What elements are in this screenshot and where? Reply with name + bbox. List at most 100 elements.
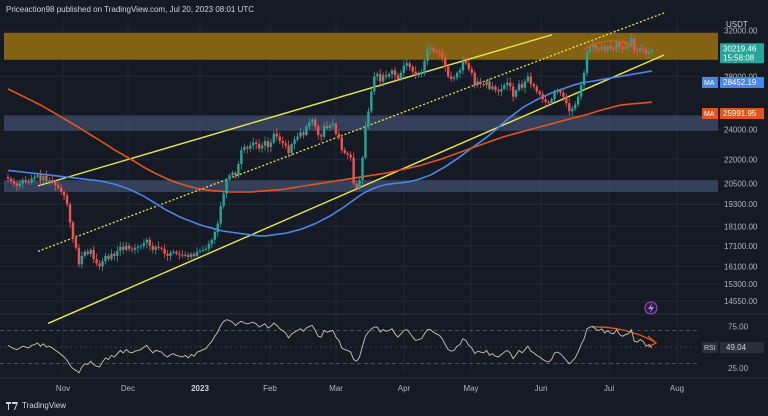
x-tick-label: May [463, 384, 478, 393]
rsi-tick-label: 75.00 [728, 322, 749, 331]
candle-body [6, 177, 10, 179]
candle-body [485, 81, 488, 86]
candle-body [257, 144, 261, 149]
currency-label: USDT [726, 20, 748, 29]
candle-body [461, 60, 465, 71]
y-tick-label: 15300.00 [724, 280, 758, 289]
candle-body [48, 180, 51, 182]
candle-body [187, 254, 190, 257]
candle-body [444, 57, 447, 67]
candle-body [618, 42, 621, 48]
y-tick-label: 18100.00 [724, 222, 758, 231]
candle-body [269, 142, 273, 148]
channel-lower-line [47, 54, 665, 325]
rsi-pane[interactable]: 75.00 25.00 RSI 49.04 [0, 319, 764, 374]
candle-body [446, 66, 450, 77]
lightning-icon [644, 301, 658, 315]
candle-body [538, 91, 541, 95]
candle-body [479, 81, 482, 84]
candle-body [127, 245, 131, 249]
candle-body [104, 255, 107, 262]
candle-body [57, 185, 60, 188]
candle-body [62, 191, 66, 196]
candle-body [169, 252, 172, 256]
candle-body [59, 187, 63, 192]
candle-body [529, 76, 533, 84]
candle-body [488, 81, 491, 89]
candle-body [222, 193, 225, 207]
candle-body [228, 175, 231, 180]
candle-body [54, 181, 57, 186]
candle-body [535, 86, 538, 92]
candle-body [517, 83, 521, 91]
annotations [582, 39, 658, 348]
candle-body [636, 50, 639, 52]
candle-body [287, 145, 290, 154]
candle-body [497, 90, 500, 92]
rsi-value-tag: RSI 49.04 [702, 341, 764, 353]
arrow-path [582, 40, 629, 51]
candle-body [213, 232, 216, 240]
candle-body [470, 69, 473, 73]
candle-body [254, 142, 258, 145]
candle-body [210, 239, 214, 244]
candle-body [458, 70, 462, 73]
brand-footer[interactable]: TradingView [6, 401, 66, 410]
candles [6, 33, 654, 272]
y-tick-label: 20500.00 [724, 180, 758, 189]
grid [0, 18, 768, 379]
candle-body [579, 85, 583, 97]
candle-body [122, 246, 125, 250]
candle-body [337, 133, 341, 138]
candle-body [148, 239, 151, 246]
candle-body [272, 133, 276, 143]
candle-body [349, 154, 352, 158]
time-axis[interactable]: Nov Dec 2023 Feb Mar Apr May Jun Jul Aug [56, 384, 684, 393]
candle-body [39, 175, 42, 181]
candle-body [526, 76, 530, 82]
attribution-header: Priceaction98 published on TradingView.c… [6, 5, 254, 14]
candle-body [166, 253, 169, 256]
candle-body [30, 178, 33, 183]
candle-body [24, 180, 27, 182]
candle-body [27, 181, 30, 183]
y-tick-label: 16100.00 [724, 262, 758, 271]
current-price-countdown: 15:58:08 [723, 53, 755, 62]
candle-body [68, 204, 72, 223]
candle-body [414, 71, 417, 76]
attribution-text: Priceaction98 published on TradingView.c… [6, 5, 255, 14]
candle-body [384, 75, 388, 77]
candle-body [331, 123, 335, 126]
ma-value-bg [720, 77, 764, 88]
rsi-value-bg [720, 341, 764, 353]
ma-value: 28452.19 [723, 78, 757, 87]
candle-body [290, 144, 293, 154]
candle-body [305, 126, 308, 136]
candle-body [523, 81, 527, 88]
candle-body [36, 175, 39, 177]
x-tick-label: Mar [329, 384, 343, 393]
candle-body [373, 76, 376, 92]
brand-label: TradingView [22, 401, 67, 410]
candle-body [367, 111, 370, 127]
x-tick-label: Jun [535, 384, 548, 393]
candle-body [207, 243, 211, 249]
candle-body [308, 122, 311, 127]
candle-body [464, 60, 468, 64]
candle-body [423, 60, 426, 73]
candle-body [219, 206, 222, 224]
candle-body [449, 76, 453, 79]
tradingview-logo-icon [6, 401, 18, 410]
candle-body [376, 74, 379, 77]
candle-body [145, 239, 149, 243]
candle-body [405, 63, 409, 66]
x-tick-label: Apr [398, 384, 411, 393]
candle-body [426, 49, 429, 61]
x-tick-label: Dec [121, 384, 135, 393]
candle-body [110, 253, 113, 260]
candle-body [119, 246, 122, 251]
candle-body [476, 81, 479, 86]
candle-body [195, 251, 199, 256]
